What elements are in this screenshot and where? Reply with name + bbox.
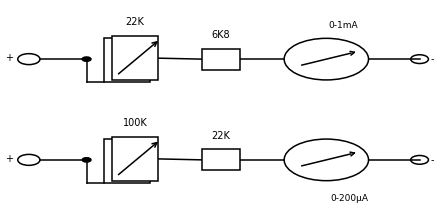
Text: -: - [431,155,434,165]
Text: +: + [5,154,13,164]
Bar [103,38,150,82]
Text: 6K8: 6K8 [212,30,230,40]
Text: 0-200μA: 0-200μA [331,194,369,203]
Text: 100K: 100K [123,118,147,128]
Text: 0-1mA: 0-1mA [329,21,358,30]
Text: 22K: 22K [126,18,144,28]
Text: +: + [5,53,13,63]
Bar [202,149,240,170]
Circle shape [82,57,91,61]
Bar [112,36,158,80]
Bar [103,139,150,183]
Circle shape [82,158,91,162]
Bar [112,137,158,181]
Bar [202,49,240,70]
Text: -: - [431,54,434,64]
Circle shape [284,38,369,80]
Circle shape [284,139,369,181]
Text: 22K: 22K [211,131,230,141]
